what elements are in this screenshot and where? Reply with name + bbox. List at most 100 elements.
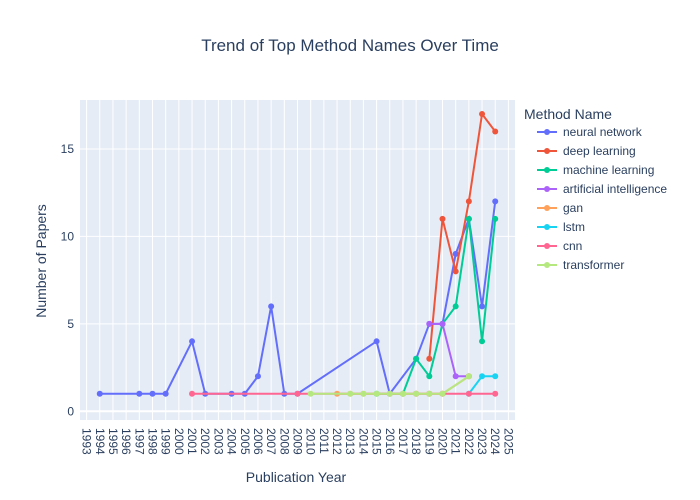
data-point <box>373 338 380 345</box>
series-transformer <box>307 373 472 397</box>
legend-label: deep learning <box>563 144 636 158</box>
legend-item[interactable]: gan <box>537 201 583 215</box>
x-tick-label: 1999 <box>159 428 173 455</box>
data-point <box>136 390 143 397</box>
data-point <box>307 390 314 397</box>
x-tick-label: 1995 <box>106 428 120 455</box>
data-point <box>162 390 169 397</box>
legend-label: lstm <box>563 220 585 234</box>
data-point <box>254 373 261 380</box>
legend: Method Name neural network deep learning m… <box>524 106 667 272</box>
legend-label: artificial intelligence <box>563 182 667 196</box>
data-point <box>96 390 103 397</box>
series-layer <box>96 110 499 397</box>
legend-swatch-marker <box>544 262 550 268</box>
data-point <box>189 338 196 345</box>
x-tick-label: 2024 <box>488 428 502 455</box>
y-tick-label: 10 <box>61 229 75 243</box>
x-tick-label: 2001 <box>185 428 199 455</box>
x-tick-label: 2016 <box>383 428 397 455</box>
legend-swatch-marker <box>544 243 550 249</box>
x-tick-label: 2011 <box>317 428 331 454</box>
series-deep-learning <box>426 110 499 362</box>
data-point <box>294 390 301 397</box>
x-tick-label: 2013 <box>343 428 357 455</box>
legend-item[interactable]: transformer <box>537 258 624 272</box>
y-axis-title: Number of Papers <box>33 204 49 318</box>
data-point <box>426 373 433 380</box>
legend-swatch-marker <box>544 205 550 211</box>
y-tick-label: 0 <box>67 404 74 418</box>
x-tick-label: 2023 <box>475 428 489 455</box>
legend-item[interactable]: artificial intelligence <box>537 182 667 196</box>
x-tick-label: 2008 <box>277 428 291 455</box>
data-point <box>492 373 499 380</box>
legend-item[interactable]: deep learning <box>537 144 636 158</box>
legend-swatch-marker <box>544 186 550 192</box>
data-point <box>479 373 486 380</box>
data-point <box>465 373 472 380</box>
data-point <box>426 390 433 397</box>
x-tick-label: 2006 <box>251 428 265 455</box>
x-tick-label: 2019 <box>422 428 436 455</box>
x-tick-label: 2012 <box>330 428 344 455</box>
x-tick-label: 1998 <box>146 428 160 455</box>
data-point <box>426 355 433 362</box>
data-point <box>426 320 433 327</box>
x-tick-label: 2025 <box>501 428 515 455</box>
legend-label: machine learning <box>563 163 654 177</box>
x-tick-label: 1996 <box>119 428 133 455</box>
data-point <box>465 198 472 205</box>
data-point <box>479 110 486 117</box>
x-tick-label: 2022 <box>462 428 476 455</box>
legend-item[interactable]: cnn <box>537 239 582 253</box>
chart-title: Trend of Top Method Names Over Time <box>201 36 499 55</box>
x-tick-label: 2002 <box>198 428 212 455</box>
data-point <box>492 128 499 135</box>
x-tick-label: 2021 <box>449 428 463 455</box>
data-point <box>465 390 472 397</box>
data-point <box>149 390 156 397</box>
legend-label: neural network <box>563 125 643 139</box>
legend-title: Method Name <box>524 106 612 122</box>
data-point <box>189 390 196 397</box>
x-tick-label: 1997 <box>132 428 146 455</box>
data-point <box>360 390 367 397</box>
y-axis-ticks: 0 5 10 15 <box>61 142 75 418</box>
data-point <box>373 390 380 397</box>
data-point <box>492 198 499 205</box>
data-point <box>439 390 446 397</box>
y-tick-label: 5 <box>67 317 74 331</box>
x-tick-label: 2003 <box>211 428 225 455</box>
x-tick-label: 1994 <box>93 428 107 455</box>
legend-label: transformer <box>563 258 624 272</box>
x-tick-label: 2000 <box>172 428 186 455</box>
x-tick-label: 2017 <box>396 428 410 455</box>
legend-swatch-marker <box>544 224 550 230</box>
legend-item[interactable]: neural network <box>537 125 643 139</box>
x-tick-label: 2018 <box>409 428 423 455</box>
x-tick-label: 2020 <box>436 428 450 455</box>
x-tick-label: 2015 <box>370 428 384 455</box>
legend-item[interactable]: lstm <box>537 220 585 234</box>
data-point <box>413 390 420 397</box>
legend-swatch-marker <box>544 148 550 154</box>
series-line <box>429 322 469 378</box>
legend-label: cnn <box>563 239 582 253</box>
data-point <box>492 390 499 397</box>
data-point <box>465 215 472 222</box>
legend-item[interactable]: machine learning <box>537 163 654 177</box>
x-axis-title: Publication Year <box>246 469 347 485</box>
data-point <box>479 338 486 345</box>
legend-label: gan <box>563 201 583 215</box>
data-point <box>347 390 354 397</box>
series-line <box>428 111 497 359</box>
legend-swatch-marker <box>544 167 550 173</box>
x-axis-ticks: 1993 1994 1995 1996 1997 1998 1999 2000 2001 2002… <box>80 428 516 455</box>
x-tick-label: 2009 <box>291 428 305 455</box>
x-tick-label: 2007 <box>264 428 278 455</box>
data-point <box>386 390 393 397</box>
data-point <box>479 303 486 310</box>
data-point <box>268 303 275 310</box>
